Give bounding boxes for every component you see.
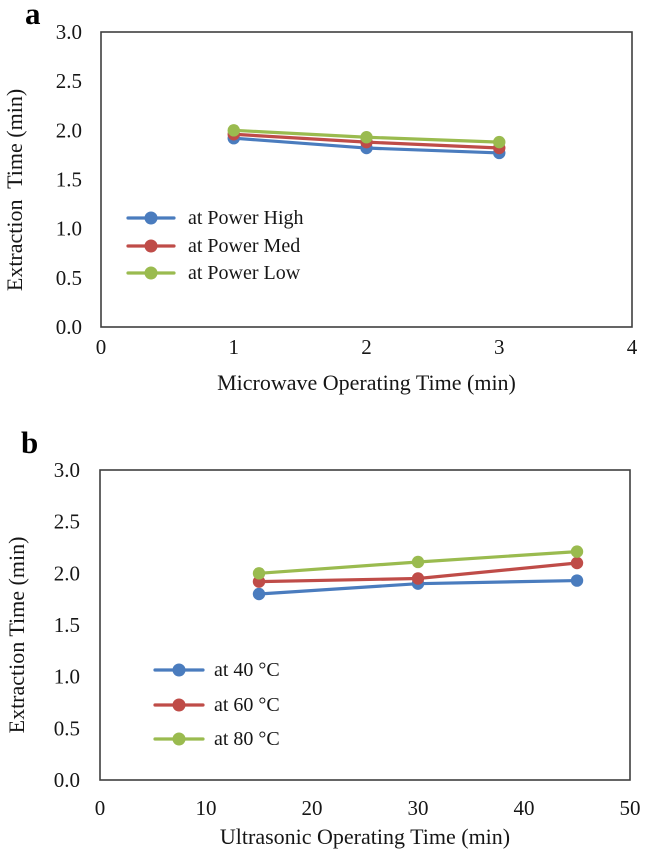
legend-item: at Power Low bbox=[126, 262, 301, 284]
legend-label: at 40 °C bbox=[214, 659, 280, 681]
y-axis-title: Extraction Time (min) bbox=[2, 89, 27, 291]
plot-frame bbox=[100, 31, 633, 328]
y-tick-label: 0.5 bbox=[54, 716, 80, 740]
legend-marker bbox=[144, 266, 158, 280]
data-point-marker bbox=[411, 555, 425, 569]
x-tick-label: 1 bbox=[229, 335, 240, 359]
legend-label: at Power Low bbox=[188, 262, 301, 284]
data-point-marker bbox=[570, 545, 584, 558]
x-axis-title: Ultrasonic Operating Time (min) bbox=[220, 824, 510, 849]
x-tick-label: 0 bbox=[95, 796, 106, 820]
x-tick-label: 2 bbox=[361, 335, 372, 359]
y-tick-label: 2.0 bbox=[54, 561, 80, 585]
y-tick-label: 0.5 bbox=[56, 266, 82, 290]
x-tick-label: 10 bbox=[196, 796, 217, 820]
legend-item: at Power High bbox=[126, 207, 304, 229]
plot-frame bbox=[99, 469, 631, 781]
legend: at 40 °C at 60 °C at 80 °C bbox=[153, 659, 280, 750]
x-tick-label: 50 bbox=[620, 796, 641, 820]
y-tick-label: 1.0 bbox=[54, 665, 80, 689]
x-tick-label: 0 bbox=[96, 335, 107, 359]
panel-b-label: b bbox=[21, 425, 39, 460]
x-tick-label: 4 bbox=[627, 335, 638, 359]
y-axis-title: Extraction Time (min) bbox=[4, 537, 29, 734]
legend-item: at 80 °C bbox=[153, 728, 280, 750]
x-axis-title: Microwave Operating Time (min) bbox=[217, 370, 516, 395]
data-point-marker bbox=[252, 567, 266, 580]
y-tick-label: 3.0 bbox=[54, 458, 80, 482]
panel-a: a 0.0 0.5 1.0 1.5 2.0 2.5 3.0 0 1 2 3 4 Microwave Op… bbox=[2, 0, 638, 395]
y-tick-label: 2.5 bbox=[56, 69, 82, 93]
y-tick-label: 1.5 bbox=[56, 168, 82, 192]
data-point-marker bbox=[493, 135, 506, 149]
legend-label: at Power Med bbox=[188, 235, 300, 257]
legend-marker bbox=[172, 663, 186, 677]
legend-label: at 80 °C bbox=[214, 728, 280, 750]
legend-label: at 60 °C bbox=[214, 694, 280, 716]
panel-a-label: a bbox=[25, 0, 41, 31]
legend-marker bbox=[144, 211, 158, 225]
legend-item: at 60 °C bbox=[153, 694, 280, 716]
legend-marker bbox=[172, 698, 186, 712]
legend-item: at Power Med bbox=[126, 235, 300, 257]
y-tick-label: 1.5 bbox=[54, 613, 80, 637]
y-tick-label: 0.0 bbox=[56, 315, 82, 339]
chart-a-microwave: 0.0 0.5 1.0 1.5 2.0 2.5 3.0 0 1 2 3 4 Microwave Oper… bbox=[2, 20, 638, 395]
legend-label: at Power High bbox=[188, 207, 304, 229]
legend-marker bbox=[172, 732, 186, 746]
data-point-marker bbox=[570, 574, 584, 587]
y-tick-label: 0.0 bbox=[54, 768, 80, 792]
data-point-marker bbox=[411, 572, 425, 585]
y-tick-label: 3.0 bbox=[56, 20, 82, 44]
x-tick-label: 30 bbox=[408, 796, 429, 820]
x-tick-label: 40 bbox=[514, 796, 535, 820]
panel-b: b 0.0 0.5 1.0 1.5 2.0 2.5 3.0 0 10 20 30 40 50 Ultras… bbox=[0, 425, 645, 850]
legend: at Power High at Power Med at Power Low bbox=[126, 207, 304, 284]
y-tick-label: 2.5 bbox=[54, 510, 80, 534]
data-point-marker bbox=[360, 131, 373, 144]
x-tick-label: 3 bbox=[494, 335, 505, 359]
y-tick-label: 2.0 bbox=[56, 118, 82, 142]
data-point-marker bbox=[252, 587, 266, 601]
data-point-marker bbox=[227, 124, 240, 137]
data-point-marker bbox=[570, 556, 584, 570]
legend-item: at 40 °C bbox=[153, 659, 280, 681]
x-tick-label: 20 bbox=[302, 796, 323, 820]
legend-marker bbox=[144, 239, 158, 253]
chart-b-ultrasonic: 0.0 0.5 1.0 1.5 2.0 2.5 3.0 0 10 20 30 40 50 Ultrason… bbox=[4, 458, 641, 849]
y-tick-label: 1.0 bbox=[56, 217, 82, 241]
